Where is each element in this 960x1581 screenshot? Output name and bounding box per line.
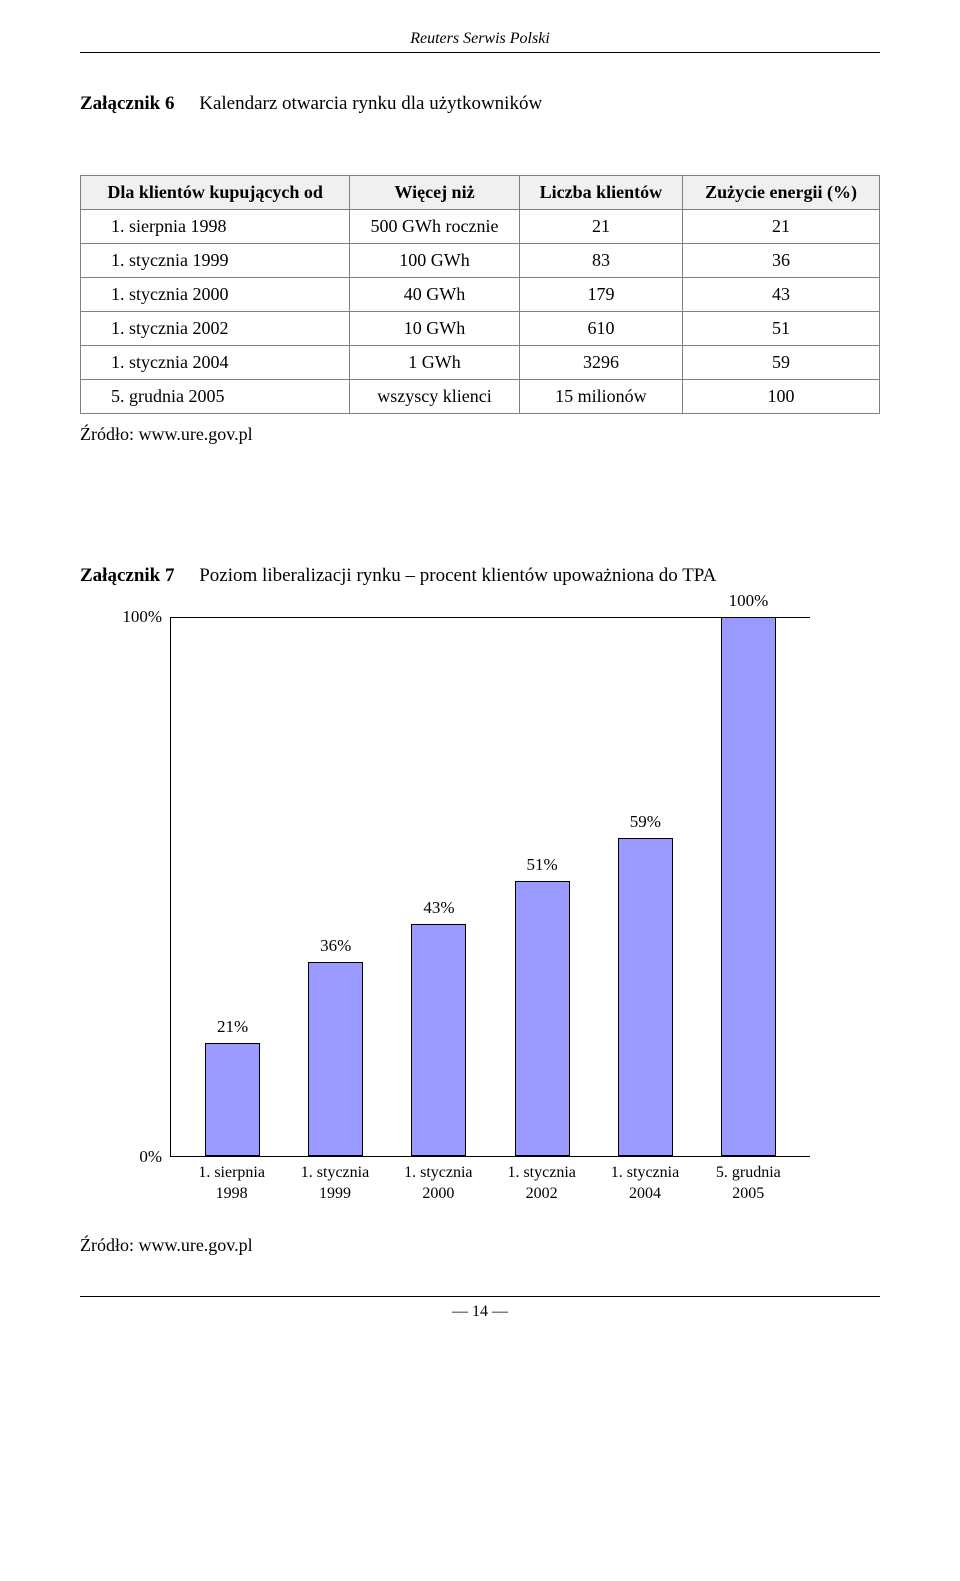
bar-slot: 59% — [594, 617, 697, 1156]
section7-title: Poziom liberalizacji rynku – procent kli… — [199, 565, 716, 586]
y-axis: 100% 0% — [110, 617, 170, 1157]
col-header-2: Liczba klientów — [519, 176, 682, 210]
x-axis: 1. sierpnia19981. stycznia19991. styczni… — [170, 1157, 810, 1205]
table-cell: 10 GWh — [350, 312, 520, 346]
table-cell: 36 — [683, 244, 880, 278]
section6-heading: Załącznik 6 Kalendarz otwarcia rynku dla… — [80, 93, 880, 115]
bar — [515, 881, 570, 1156]
market-opening-table: Dla klientów kupujących od Więcej niż Li… — [80, 175, 880, 414]
x-tick-label: 1. stycznia2002 — [490, 1163, 593, 1205]
table-row: 5. grudnia 2005wszyscy klienci15 milionó… — [81, 380, 880, 414]
x-tick-label: 1. sierpnia1998 — [180, 1163, 283, 1205]
col-header-0: Dla klientów kupujących od — [81, 176, 350, 210]
table-cell: 1. stycznia 1999 — [81, 244, 350, 278]
table-cell: 1. stycznia 2002 — [81, 312, 350, 346]
bar — [308, 962, 363, 1156]
x-tick-label: 5. grudnia2005 — [697, 1163, 800, 1205]
table-row: 1. stycznia 200210 GWh61051 — [81, 312, 880, 346]
x-tick-label: 1. stycznia2000 — [387, 1163, 490, 1205]
col-header-1: Więcej niż — [350, 176, 520, 210]
bar-slot: 51% — [491, 617, 594, 1156]
table-cell: 59 — [683, 346, 880, 380]
bar-value-label: 43% — [387, 898, 490, 918]
x-tick-label: 1. stycznia1999 — [283, 1163, 386, 1205]
x-tick-label: 1. stycznia2004 — [593, 1163, 696, 1205]
bar — [618, 838, 673, 1156]
table-cell: 1. stycznia 2000 — [81, 278, 350, 312]
bar-value-label: 36% — [284, 936, 387, 956]
table-row: 1. stycznia 20041 GWh329659 — [81, 346, 880, 380]
bar — [411, 924, 466, 1156]
bar-value-label: 51% — [491, 855, 594, 875]
bar-slot: 36% — [284, 617, 387, 1156]
bar-value-label: 59% — [594, 812, 697, 832]
section7-source: Źródło: www.ure.gov.pl — [80, 1235, 880, 1256]
table-cell: 21 — [683, 210, 880, 244]
section7-heading: Załącznik 7 Poziom liberalizacji rynku –… — [80, 565, 880, 587]
table-cell: 100 GWh — [350, 244, 520, 278]
bar-slot: 21% — [181, 617, 284, 1156]
section6-source: Źródło: www.ure.gov.pl — [80, 424, 880, 445]
liberalization-chart: 100% 0% 21% 36%43% 51% 59%100% 1. sierpnia1… — [110, 617, 810, 1205]
y-tick-top: 100% — [122, 607, 162, 627]
table-cell: 83 — [519, 244, 682, 278]
page-header: Reuters Serwis Polski — [80, 30, 880, 53]
table-cell: 1. sierpnia 1998 — [81, 210, 350, 244]
table-cell: 3296 — [519, 346, 682, 380]
table-cell: 100 — [683, 380, 880, 414]
plot-area: 21% 36%43% 51% 59%100% — [170, 617, 810, 1157]
table-row: 1. stycznia 200040 GWh17943 — [81, 278, 880, 312]
table-row: 1. stycznia 1999100 GWh8336 — [81, 244, 880, 278]
table-cell: 500 GWh rocznie — [350, 210, 520, 244]
table-cell: 51 — [683, 312, 880, 346]
table-cell: 1. stycznia 2004 — [81, 346, 350, 380]
table-row: 1. sierpnia 1998500 GWh rocznie2121 — [81, 210, 880, 244]
table-cell: 40 GWh — [350, 278, 520, 312]
page-footer: — 14 — — [80, 1296, 880, 1321]
bar-value-label: 100% — [697, 591, 800, 611]
table-cell: 43 — [683, 278, 880, 312]
table-cell: 5. grudnia 2005 — [81, 380, 350, 414]
table-cell: 179 — [519, 278, 682, 312]
section7-label: Załącznik 7 — [80, 565, 174, 586]
table-cell: 610 — [519, 312, 682, 346]
bar — [721, 617, 776, 1156]
table-cell: 1 GWh — [350, 346, 520, 380]
section6-title: Kalendarz otwarcia rynku dla użytkownikó… — [199, 93, 542, 114]
table-cell: 15 milionów — [519, 380, 682, 414]
table-cell: 21 — [519, 210, 682, 244]
section6-label: Załącznik 6 — [80, 93, 174, 114]
table-header-row: Dla klientów kupujących od Więcej niż Li… — [81, 176, 880, 210]
table-cell: wszyscy klienci — [350, 380, 520, 414]
y-tick-bottom: 0% — [139, 1147, 162, 1167]
bar-slot: 43% — [387, 617, 490, 1156]
bar-value-label: 21% — [181, 1017, 284, 1037]
col-header-3: Zużycie energii (%) — [683, 176, 880, 210]
bar — [205, 1043, 260, 1156]
bar-slot: 100% — [697, 617, 800, 1156]
